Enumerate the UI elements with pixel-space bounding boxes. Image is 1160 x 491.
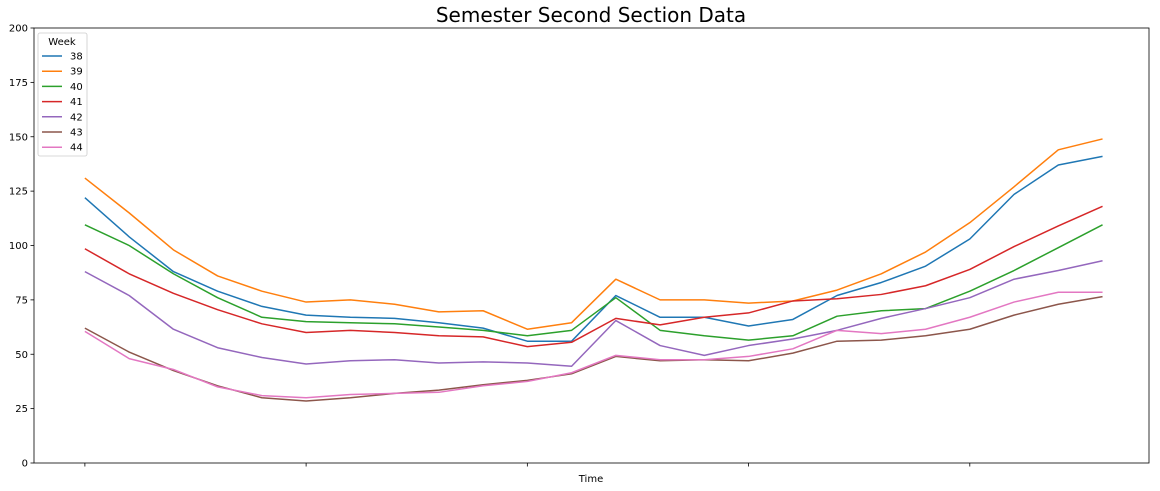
legend-label-38: 38 (70, 52, 83, 63)
series-lines (84, 138, 1103, 402)
y-tick-label: 175 (9, 78, 28, 89)
plot-area (34, 28, 1149, 463)
series-line-42 (84, 259, 1103, 367)
y-tick-label: 50 (15, 350, 28, 361)
y-tick-label: 150 (9, 132, 28, 143)
legend-frame (37, 32, 88, 157)
y-tick-label: 75 (15, 295, 28, 306)
y-tick-label: 200 (9, 24, 28, 35)
legend-title: Week (48, 37, 76, 48)
legend-label-43: 43 (70, 128, 83, 139)
y-tick-label: 125 (9, 187, 28, 198)
y-tick-label: 25 (15, 404, 28, 415)
axes: 0 25 50 75 100 125 150 175 200 (9, 24, 971, 470)
legend-label-41: 41 (70, 97, 83, 108)
series-line-39 (84, 138, 1103, 330)
y-tick-label: 100 (9, 241, 28, 252)
series-line-38 (84, 155, 1103, 342)
legend-entries: 38 39 40 41 42 43 44 (42, 52, 83, 154)
plot-frame (33, 27, 1150, 464)
legend-label-44: 44 (70, 143, 83, 154)
legend-label-40: 40 (70, 82, 83, 93)
chart-title: Semester Second Section Data (436, 3, 746, 27)
legend: Week 38 39 40 41 42 43 44 (37, 32, 88, 157)
series-line-40 (84, 224, 1103, 341)
x-axis-label: Time (578, 474, 603, 485)
series-line-41 (84, 205, 1103, 348)
series-line-43 (84, 295, 1103, 402)
series-line-44 (84, 291, 1103, 399)
y-tick-label: 0 (22, 459, 28, 470)
legend-label-42: 42 (70, 112, 83, 123)
legend-label-39: 39 (70, 67, 83, 78)
